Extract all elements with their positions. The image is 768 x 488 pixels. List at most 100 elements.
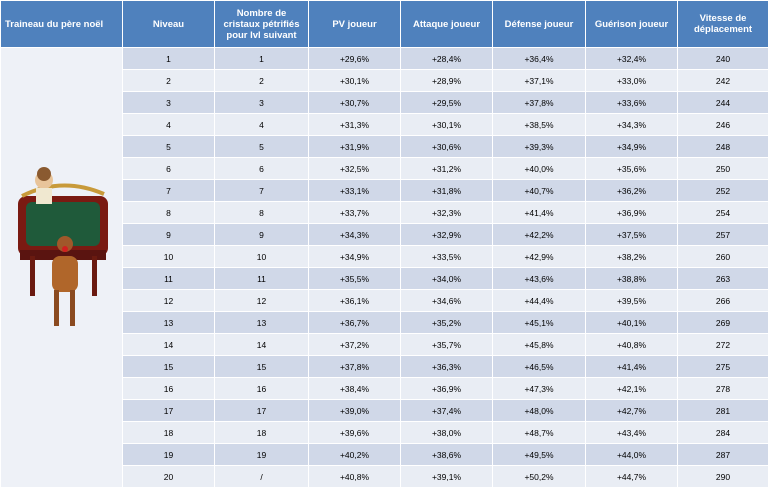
table-cell: +48,0% <box>492 399 586 422</box>
table-cell: 15 <box>122 355 215 378</box>
table-cell: +40,0% <box>492 157 586 180</box>
table-cell: 10 <box>122 245 215 268</box>
header-cell: Guérison joueur <box>585 0 678 48</box>
table-cell: 240 <box>677 47 768 70</box>
table-cell: +33,1% <box>308 179 401 202</box>
table-row: 7 7 +33,1% +31,8% +40,7% +36,2% 252 <box>1 179 768 202</box>
table-cell: +36,7% <box>308 311 401 334</box>
table-row: 19 19 +40,2% +38,6% +49,5% +44,0% 287 <box>1 443 768 466</box>
table-cell: 3 <box>122 91 215 114</box>
table-cell: +34,9% <box>585 135 678 158</box>
header-cell: PV joueur <box>308 0 401 48</box>
table-cell: +32,3% <box>400 201 493 224</box>
table-cell: 11 <box>122 267 215 290</box>
table-cell: +42,9% <box>492 245 586 268</box>
table-cell: 246 <box>677 113 768 136</box>
table-cell: +44,0% <box>585 443 678 466</box>
table-cell: 4 <box>214 113 309 136</box>
table-cell: +31,3% <box>308 113 401 136</box>
table-cell: +36,2% <box>585 179 678 202</box>
table-cell: / <box>214 465 309 488</box>
table-row: 16 16 +38,4% +36,9% +47,3% +42,1% 278 <box>1 377 768 400</box>
table-cell: +28,4% <box>400 47 493 70</box>
table-cell: +35,5% <box>308 267 401 290</box>
table-cell: 290 <box>677 465 768 488</box>
table-cell: +34,6% <box>400 289 493 312</box>
table-cell: 15 <box>214 355 309 378</box>
table-cell: +32,4% <box>585 47 678 70</box>
table-cell: 7 <box>214 179 309 202</box>
header-cell: Nombre de cristaux pétrifiés pour lvl su… <box>214 0 309 48</box>
table-cell: 5 <box>214 135 309 158</box>
table-cell: 1 <box>122 47 215 70</box>
table-row: 11 11 +35,5% +34,0% +43,6% +38,8% 263 <box>1 267 768 290</box>
table-cell: 20 <box>122 465 215 488</box>
header-cell: Traineau du père noël <box>0 0 123 48</box>
table-cell: +42,1% <box>585 377 678 400</box>
table-cell: 281 <box>677 399 768 422</box>
header-cell: Niveau <box>122 0 215 48</box>
table-cell: 4 <box>122 113 215 136</box>
table-cell: 1 <box>214 47 309 70</box>
table-cell: 244 <box>677 91 768 114</box>
table-body: 1 1 +29,6% +28,4% +36,4% +32,4% 240 2 2 +30,1% +28… <box>0 47 768 488</box>
table-cell: 6 <box>122 157 215 180</box>
table-cell: 2 <box>122 69 215 92</box>
table-cell: +28,9% <box>400 69 493 92</box>
table-row: 14 14 +37,2% +35,7% +45,8% +40,8% 272 <box>1 333 768 356</box>
table-cell: 284 <box>677 421 768 444</box>
table-cell: +31,2% <box>400 157 493 180</box>
table-row: 2 2 +30,1% +28,9% +37,1% +33,0% 242 <box>1 69 768 92</box>
table-cell: 9 <box>214 223 309 246</box>
table-cell: 266 <box>677 289 768 312</box>
table-row: 9 9 +34,3% +32,9% +42,2% +37,5% 257 <box>1 223 768 246</box>
table-cell: 16 <box>122 377 215 400</box>
table-cell: +35,6% <box>585 157 678 180</box>
table-cell: +44,7% <box>585 465 678 488</box>
table-cell: 278 <box>677 377 768 400</box>
table-cell: 5 <box>122 135 215 158</box>
table-cell: +39,3% <box>492 135 586 158</box>
table-cell: 272 <box>677 333 768 356</box>
table-cell: 2 <box>214 69 309 92</box>
table-cell: +38,8% <box>585 267 678 290</box>
table-cell: 8 <box>122 201 215 224</box>
table-cell: +38,2% <box>585 245 678 268</box>
table-cell: +39,5% <box>585 289 678 312</box>
table-cell: +37,8% <box>308 355 401 378</box>
table-cell: 260 <box>677 245 768 268</box>
table-cell: 19 <box>214 443 309 466</box>
table-cell: 257 <box>677 223 768 246</box>
table-cell: 252 <box>677 179 768 202</box>
table-row: 6 6 +32,5% +31,2% +40,0% +35,6% 250 <box>1 157 768 180</box>
table-cell: +49,5% <box>492 443 586 466</box>
header-cell: Vitesse de déplacement <box>677 0 768 48</box>
table-row: 4 4 +31,3% +30,1% +38,5% +34,3% 246 <box>1 113 768 136</box>
table-cell: 275 <box>677 355 768 378</box>
table-cell: 14 <box>214 333 309 356</box>
table-cell: 14 <box>122 333 215 356</box>
table-cell: +47,3% <box>492 377 586 400</box>
table-cell: +32,5% <box>308 157 401 180</box>
table-cell: +50,2% <box>492 465 586 488</box>
table-cell: +34,0% <box>400 267 493 290</box>
table-cell: +40,7% <box>492 179 586 202</box>
table-cell: 8 <box>214 201 309 224</box>
table-row: 13 13 +36,7% +35,2% +45,1% +40,1% 269 <box>1 311 768 334</box>
image-cell <box>0 47 123 488</box>
table-cell: +30,6% <box>400 135 493 158</box>
table-cell: +30,1% <box>400 113 493 136</box>
table-cell: 254 <box>677 201 768 224</box>
table-cell: +39,0% <box>308 399 401 422</box>
table-row: 17 17 +39,0% +37,4% +48,0% +42,7% 281 <box>1 399 768 422</box>
sled-image <box>17 167 108 326</box>
table-cell: +38,0% <box>400 421 493 444</box>
table-cell: +33,0% <box>585 69 678 92</box>
table-cell: +39,1% <box>400 465 493 488</box>
table-row: 12 12 +36,1% +34,6% +44,4% +39,5% 266 <box>1 289 768 312</box>
table-cell: +34,3% <box>308 223 401 246</box>
table-cell: 17 <box>122 399 215 422</box>
table-cell: 12 <box>122 289 215 312</box>
table-cell: +38,6% <box>400 443 493 466</box>
